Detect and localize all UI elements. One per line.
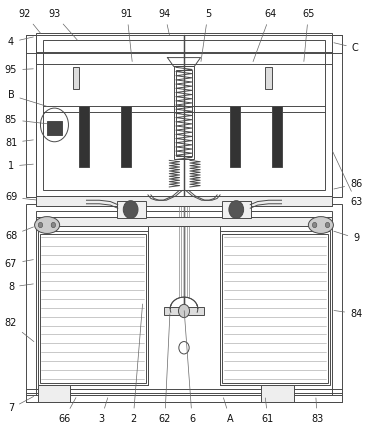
Bar xyxy=(230,106,240,167)
Text: 68: 68 xyxy=(5,227,33,241)
Text: 8: 8 xyxy=(8,282,33,292)
Text: 81: 81 xyxy=(5,138,33,148)
Text: 61: 61 xyxy=(262,398,274,424)
Text: A: A xyxy=(223,398,233,424)
Bar xyxy=(36,196,332,206)
Bar xyxy=(117,201,146,218)
Text: 9: 9 xyxy=(334,231,359,243)
Circle shape xyxy=(123,201,138,218)
Text: 2: 2 xyxy=(130,304,142,424)
Bar xyxy=(222,234,328,383)
Bar xyxy=(26,35,342,53)
Bar xyxy=(332,35,342,197)
Bar xyxy=(174,66,194,159)
Text: 5: 5 xyxy=(201,9,211,62)
Bar xyxy=(43,40,325,190)
Circle shape xyxy=(325,222,330,228)
Bar xyxy=(73,67,79,89)
Bar xyxy=(26,35,36,197)
Bar xyxy=(40,234,146,383)
Circle shape xyxy=(229,201,244,218)
Text: 4: 4 xyxy=(8,37,33,47)
Text: 62: 62 xyxy=(159,314,171,424)
Text: 67: 67 xyxy=(5,259,33,268)
Text: 92: 92 xyxy=(19,9,40,33)
Text: B: B xyxy=(8,90,47,106)
Circle shape xyxy=(312,222,317,228)
Bar xyxy=(38,231,148,385)
Bar xyxy=(36,217,332,226)
Bar xyxy=(121,106,131,167)
Bar xyxy=(36,52,332,64)
Text: C: C xyxy=(334,43,358,53)
Text: 86: 86 xyxy=(334,179,362,189)
Ellipse shape xyxy=(35,217,60,233)
Bar xyxy=(164,307,204,315)
Text: 93: 93 xyxy=(48,9,77,40)
Text: 84: 84 xyxy=(334,309,362,319)
Bar xyxy=(265,67,272,89)
Bar xyxy=(36,33,332,197)
Text: 3: 3 xyxy=(98,398,108,424)
Bar xyxy=(47,121,62,135)
Text: 91: 91 xyxy=(121,9,133,62)
Bar xyxy=(36,211,332,395)
Bar xyxy=(222,201,251,218)
Text: 69: 69 xyxy=(5,192,36,202)
Text: 66: 66 xyxy=(58,397,76,424)
Circle shape xyxy=(38,222,43,228)
Text: 65: 65 xyxy=(302,9,315,62)
Text: 82: 82 xyxy=(5,319,34,342)
Circle shape xyxy=(178,304,190,318)
Bar xyxy=(79,106,89,167)
Bar xyxy=(261,385,294,402)
Bar xyxy=(220,231,330,385)
Bar xyxy=(38,385,70,402)
Bar xyxy=(26,204,342,402)
Text: 63: 63 xyxy=(332,151,362,206)
Circle shape xyxy=(51,222,56,228)
Text: 64: 64 xyxy=(253,9,277,62)
Text: 6: 6 xyxy=(184,311,195,424)
Text: 85: 85 xyxy=(5,115,47,124)
Text: 7: 7 xyxy=(8,396,33,413)
Text: 1: 1 xyxy=(8,161,33,171)
Text: 94: 94 xyxy=(159,9,171,35)
Ellipse shape xyxy=(308,217,333,233)
Bar xyxy=(272,106,282,167)
Text: 95: 95 xyxy=(5,65,33,75)
Bar xyxy=(176,70,192,156)
Text: 83: 83 xyxy=(311,398,323,424)
